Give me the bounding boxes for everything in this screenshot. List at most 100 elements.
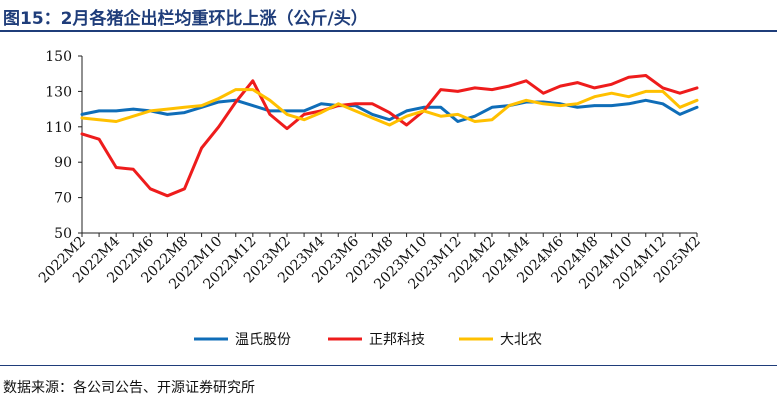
data-point-dbn — [149, 109, 152, 113]
data-point-dbn — [405, 114, 408, 118]
data-point-wens — [319, 102, 323, 105]
y-tick-label: 130 — [45, 84, 72, 100]
data-point-dbn — [473, 120, 477, 123]
data-point-wens — [593, 104, 596, 107]
data-point-dbn — [80, 116, 84, 120]
data-point-dbn — [166, 107, 169, 111]
data-point-dbn — [678, 106, 682, 109]
data-point-zhengbang — [661, 86, 665, 90]
y-tick-label: 50 — [54, 226, 72, 242]
data-point-dbn — [422, 109, 425, 113]
data-point-dbn — [627, 95, 630, 98]
data-point-dbn — [542, 102, 545, 105]
data-point-zhengbang — [490, 88, 494, 91]
data-point-dbn — [200, 104, 203, 107]
data-point-zhengbang — [285, 127, 289, 130]
data-point-wens — [217, 100, 220, 104]
data-point-zhengbang — [678, 91, 682, 95]
data-point-zhengbang — [354, 102, 357, 105]
data-point-dbn — [302, 118, 306, 121]
data-point-dbn — [661, 90, 665, 93]
data-point-zhengbang — [456, 90, 460, 93]
data-point-dbn — [319, 111, 323, 114]
data-point-wens — [166, 113, 169, 116]
data-point-dbn — [593, 95, 596, 98]
data-point-dbn — [183, 106, 186, 109]
series-lines — [80, 74, 699, 198]
figure-title: 图15：2月各猪企出栏均重环比上涨（公斤/头） — [3, 9, 368, 29]
data-point-wens — [388, 118, 391, 121]
data-point-dbn — [285, 113, 289, 116]
data-point-dbn — [559, 104, 562, 107]
data-point-zhengbang — [388, 111, 391, 114]
figure-header: 图15：2月各猪企出栏均重环比上涨（公斤/头） — [0, 0, 777, 32]
data-point-wens — [405, 109, 408, 113]
data-point-dbn — [132, 114, 135, 118]
data-point-zhengbang — [97, 137, 101, 141]
data-point-dbn — [388, 123, 391, 127]
data-point-zhengbang — [371, 102, 374, 105]
data-point-dbn — [695, 99, 699, 102]
data-point-dbn — [456, 113, 460, 116]
data-point-dbn — [610, 91, 613, 95]
data-point-dbn — [576, 102, 579, 105]
data-point-zhengbang — [524, 79, 528, 82]
data-point-zhengbang — [217, 125, 220, 128]
data-point-wens — [132, 107, 135, 111]
data-point-wens — [439, 106, 442, 109]
data-point-dbn — [114, 120, 118, 123]
data-point-zhengbang — [166, 194, 169, 198]
y-tick-label: 150 — [45, 49, 72, 65]
data-point-wens — [627, 102, 630, 105]
data-point-zhengbang — [149, 187, 152, 190]
legend-label-wens: 温氏股份 — [235, 332, 291, 348]
data-point-dbn — [354, 109, 357, 113]
line-chart: 50 70 90 110 130 150 2022M22022M42022M62022M8… — [36, 49, 704, 348]
data-point-zhengbang — [251, 79, 255, 82]
data-point-wens — [473, 114, 477, 118]
data-point-zhengbang — [268, 113, 272, 116]
data-point-wens — [371, 113, 374, 116]
data-point-wens — [302, 109, 306, 113]
data-point-dbn — [439, 114, 442, 118]
data-point-dbn — [507, 104, 511, 107]
data-point-dbn — [524, 99, 528, 102]
data-point-dbn — [268, 99, 272, 102]
data-point-zhengbang — [200, 146, 203, 150]
data-point-dbn — [490, 118, 494, 121]
data-point-wens — [490, 106, 494, 109]
data-point-wens — [610, 104, 613, 107]
data-point-wens — [183, 111, 186, 114]
data-point-zhengbang — [593, 86, 596, 90]
data-point-dbn — [97, 118, 101, 121]
data-point-wens — [576, 106, 579, 109]
data-point-zhengbang — [576, 81, 579, 84]
legend-label-dbn: 大北农 — [500, 332, 542, 348]
data-point-zhengbang — [439, 88, 442, 91]
data-point-zhengbang — [559, 84, 562, 88]
data-point-zhengbang — [114, 166, 118, 169]
data-point-zhengbang — [695, 86, 699, 90]
data-point-wens — [80, 113, 84, 116]
y-tick-label: 90 — [54, 155, 72, 171]
data-point-zhengbang — [473, 86, 477, 90]
data-point-dbn — [251, 88, 255, 91]
footer-divider — [0, 365, 777, 366]
data-point-wens — [114, 109, 118, 113]
source-note: 数据来源：各公司公告、开源证券研究所 — [3, 380, 255, 396]
data-point-dbn — [337, 102, 340, 105]
y-tick-label: 70 — [54, 191, 72, 207]
data-point-dbn — [371, 116, 374, 120]
series-line-wens — [80, 98, 699, 123]
data-point-zhengbang — [80, 132, 84, 136]
legend: 温氏股份 正邦科技 大北农 — [194, 332, 542, 348]
data-point-wens — [678, 113, 682, 116]
data-point-zhengbang — [610, 83, 613, 86]
data-point-dbn — [217, 97, 220, 100]
data-point-zhengbang — [644, 74, 647, 77]
data-point-zhengbang — [405, 123, 408, 127]
data-point-wens — [695, 106, 699, 109]
data-point-dbn — [234, 88, 237, 91]
data-point-wens — [456, 120, 460, 123]
y-axis: 50 70 90 110 130 150 — [45, 49, 83, 242]
